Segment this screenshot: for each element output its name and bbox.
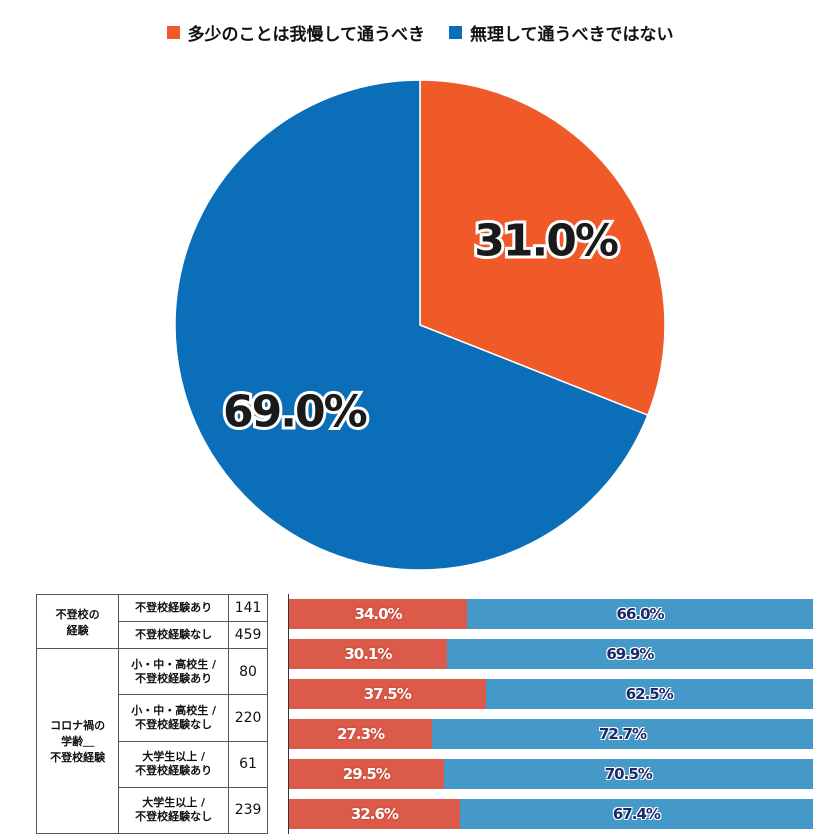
category-label-line: 不登校経験なし: [135, 717, 213, 731]
category-cell: 小・中・高校生 / 不登校経験なし: [118, 694, 230, 742]
bar-segment-not-force: 67.4%: [459, 799, 813, 829]
bar-value-label: 69.9%: [606, 645, 654, 663]
category-label-line: 不登校経験あり: [135, 671, 213, 685]
bar-row: 32.6% 67.4%: [289, 799, 813, 829]
legend-item-endure: 多少のことは我慢して通うべき: [166, 20, 426, 45]
group-cell-covid: コロナ禍の 学齢＿ 不登校経験: [35, 648, 120, 834]
group-label-line: 不登校の: [55, 607, 100, 621]
legend-label-endure: 多少のことは我慢して通うべき: [187, 25, 426, 45]
bar-value-label: 29.5%: [342, 765, 391, 783]
group-label-line: 不登校経験: [50, 751, 106, 765]
category-label-line: 不登校経験あり: [135, 601, 213, 615]
bar-segment-endure: 34.0%: [289, 599, 468, 629]
n-cell: 141: [228, 593, 268, 623]
group-label-line: コロナ禍の: [50, 719, 106, 733]
bar-segment-endure: 27.3%: [289, 719, 433, 749]
bar-segment-endure: 37.5%: [289, 679, 486, 709]
table-row: 不登校の 経験 不登校経験あり 141: [35, 593, 268, 650]
n-cell: 80: [228, 648, 268, 696]
bar-row: 34.0% 66.0%: [289, 599, 813, 629]
table-row: 大学生以上 / 不登校経験あり 61: [37, 740, 268, 788]
category-cell: 不登校経験あり: [118, 593, 230, 623]
category-cell: 大学生以上 / 不登校経験あり: [118, 740, 230, 788]
bar-value-label: 37.5%: [363, 685, 412, 703]
category-label-line: 小・中・高校生 /: [131, 703, 217, 717]
category-cell: 小・中・高校生 / 不登校経験あり: [118, 648, 230, 696]
n-cell: 61: [228, 740, 268, 788]
bar-segment-endure: 32.6%: [289, 799, 460, 829]
bar-segment-not-force: 72.7%: [432, 719, 813, 749]
category-cell: 大学生以上 / 不登校経験なし: [118, 786, 230, 835]
n-cell: 239: [228, 786, 268, 835]
bar-value-label: 34.0%: [354, 605, 403, 623]
bar-row: 37.5% 62.5%: [289, 679, 813, 709]
bar-segment-not-force: 70.5%: [443, 759, 813, 789]
pie-slice-endure: [419, 79, 666, 417]
bar-segment-not-force: 62.5%: [485, 679, 813, 709]
bar-value-label: 67.4%: [612, 805, 661, 823]
bar-segment-endure: 29.5%: [289, 759, 444, 789]
bar-value-label: 32.6%: [350, 805, 399, 823]
table-row: コロナ禍の 学齢＿ 不登校経験 小・中・高校生 / 不登校経験あり 80: [35, 648, 268, 834]
category-label-line: 不登校経験あり: [135, 764, 213, 778]
legend-label-not-force: 無理して通うべきではない: [470, 25, 674, 45]
bar-segment-endure: 30.1%: [289, 639, 447, 669]
category-cell: 不登校経験なし: [118, 621, 230, 650]
bar-row: 30.1% 69.9%: [289, 639, 813, 669]
bar-segment-not-force: 69.9%: [446, 639, 813, 669]
group-label-line: 学齢＿: [61, 735, 95, 749]
legend-swatch-not-force: [449, 26, 462, 39]
pie-slice-not-force: [174, 79, 649, 571]
category-label-line: 大学生以上 /: [142, 796, 206, 810]
breakdown-table: 不登校の 経験 不登校経験あり 141 不登校経験なし 459 コロナ禍の 学齢…: [35, 593, 268, 835]
bar-segment-not-force: 66.0%: [467, 599, 813, 629]
group-label-line: 経験: [66, 623, 89, 637]
bar-value-label: 72.7%: [598, 725, 647, 743]
bar-value-label: 66.0%: [616, 605, 665, 623]
group-cell-experience: 不登校の 経験: [35, 593, 120, 650]
category-label-line: 小・中・高校生 /: [131, 657, 217, 671]
bar-row: 29.5% 70.5%: [289, 759, 813, 789]
stacked-bar-chart: 34.0% 66.0% 30.1% 69.9% 37.5% 62.5% 27.3% 72.7%…: [288, 594, 813, 834]
category-label-line: 大学生以上 /: [142, 750, 206, 764]
category-label-line: 不登校経験なし: [135, 810, 213, 824]
bar-value-label: 62.5%: [625, 685, 674, 703]
n-cell: 459: [228, 621, 268, 650]
bar-row: 27.3% 72.7%: [289, 719, 813, 749]
n-cell: 220: [228, 694, 268, 742]
category-label-line: 不登校経験なし: [135, 628, 213, 642]
bar-value-label: 27.3%: [337, 725, 385, 743]
legend: 多少のことは我慢して通うべき 無理して通うべきではない: [0, 20, 840, 45]
table-row: 大学生以上 / 不登校経験なし 239: [37, 786, 268, 835]
pie-label-not-force: 69.0%: [223, 386, 367, 437]
pie-label-endure: 31.0%: [474, 216, 618, 267]
legend-swatch-endure: [166, 26, 180, 39]
bar-value-label: 30.1%: [344, 645, 392, 663]
legend-item-not-force: 無理して通うべきではない: [449, 20, 674, 45]
pie-chart: 31.0% 69.0%: [174, 79, 666, 571]
bar-value-label: 70.5%: [604, 765, 653, 783]
